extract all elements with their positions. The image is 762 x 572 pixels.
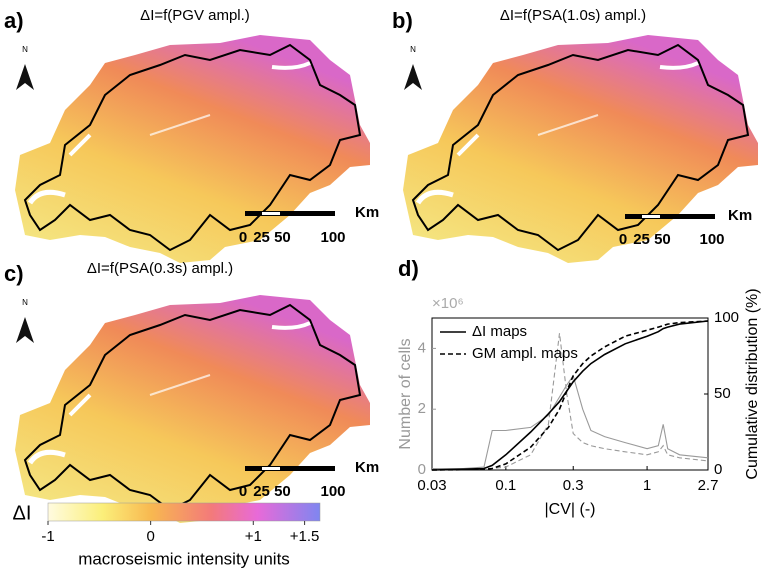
colorbar-tick-label: -1 (41, 528, 54, 545)
y-axis-label: Number of cells (397, 338, 414, 449)
scale-label: 0 (239, 229, 247, 246)
scale-label: 100 (699, 231, 724, 248)
x-tick-label: 2.7 (698, 477, 719, 494)
series-line (432, 374, 709, 470)
panel-letter: c) (4, 261, 24, 286)
north-label: N (22, 298, 28, 307)
scale-label: 25 50 (633, 231, 671, 248)
series-line (431, 320, 709, 471)
scale-unit: Km (355, 204, 379, 221)
x-tick-label: 0.1 (495, 477, 516, 494)
colorbar-symbol: ΔI (13, 502, 32, 524)
y2-tick-label: 0 (714, 461, 722, 478)
scale-label: 25 50 (253, 229, 291, 246)
y2-tick-label: 100 (714, 309, 739, 326)
colorbar-tick-label: +1 (245, 528, 262, 545)
plot-frame (431, 317, 709, 471)
legend-label: ΔI maps (472, 323, 527, 340)
legend-label: GM ampl. maps (472, 345, 578, 362)
colorbar: ΔI macroseismic intensity units (13, 502, 321, 568)
colorbar-tick-label: 0 (146, 528, 154, 545)
panel-letter: d) (398, 256, 419, 281)
y-multiplier: ×10⁶ (432, 295, 464, 312)
map-panel: b) ΔI=f(PSA(1.0s) ampl.) N Km 0 25 50 10… (392, 7, 758, 263)
scale-label: 25 50 (253, 483, 291, 500)
scale-unit: Km (728, 207, 752, 224)
y2-tick-label: 50 (714, 385, 731, 402)
colorbar-caption: macroseismic intensity units (78, 549, 290, 568)
y-tick-label: 4 (418, 339, 426, 356)
y2-axis-label: Cumulative distribution (%) (744, 288, 761, 479)
scale-unit: Km (355, 459, 379, 476)
panel-letter: a) (4, 8, 24, 33)
panel-title: ΔI=f(PSA(1.0s) ampl.) (500, 7, 646, 24)
x-tick-label: 0.03 (417, 477, 446, 494)
map-panel: a) ΔI=f(PGV ampl.) N Km 0 25 50 100 (4, 7, 379, 263)
x-tick-label: 0.3 (563, 477, 584, 494)
panel-title: ΔI=f(PSA(0.3s) ampl.) (87, 260, 233, 277)
panel-letter: b) (392, 8, 413, 33)
scale-label: 0 (619, 231, 627, 248)
series-line (432, 333, 709, 470)
x-axis-label: |CV| (-) (545, 501, 596, 518)
x-tick-label: 1 (643, 477, 651, 494)
scale-label: 100 (320, 483, 345, 500)
panel-title: ΔI=f(PGV ampl.) (140, 7, 250, 24)
colorbar-tick-label: +1.5 (290, 528, 320, 545)
north-label: N (410, 45, 416, 54)
scale-label: 100 (320, 229, 345, 246)
y-tick-label: 0 (418, 461, 426, 478)
north-label: N (22, 45, 28, 54)
y-tick-label: 2 (418, 400, 426, 417)
scale-label: 0 (239, 483, 247, 500)
map-panel: c) ΔI=f(PSA(0.3s) ampl.) N Km 0 25 50 10… (4, 260, 379, 523)
series-line (431, 320, 709, 471)
